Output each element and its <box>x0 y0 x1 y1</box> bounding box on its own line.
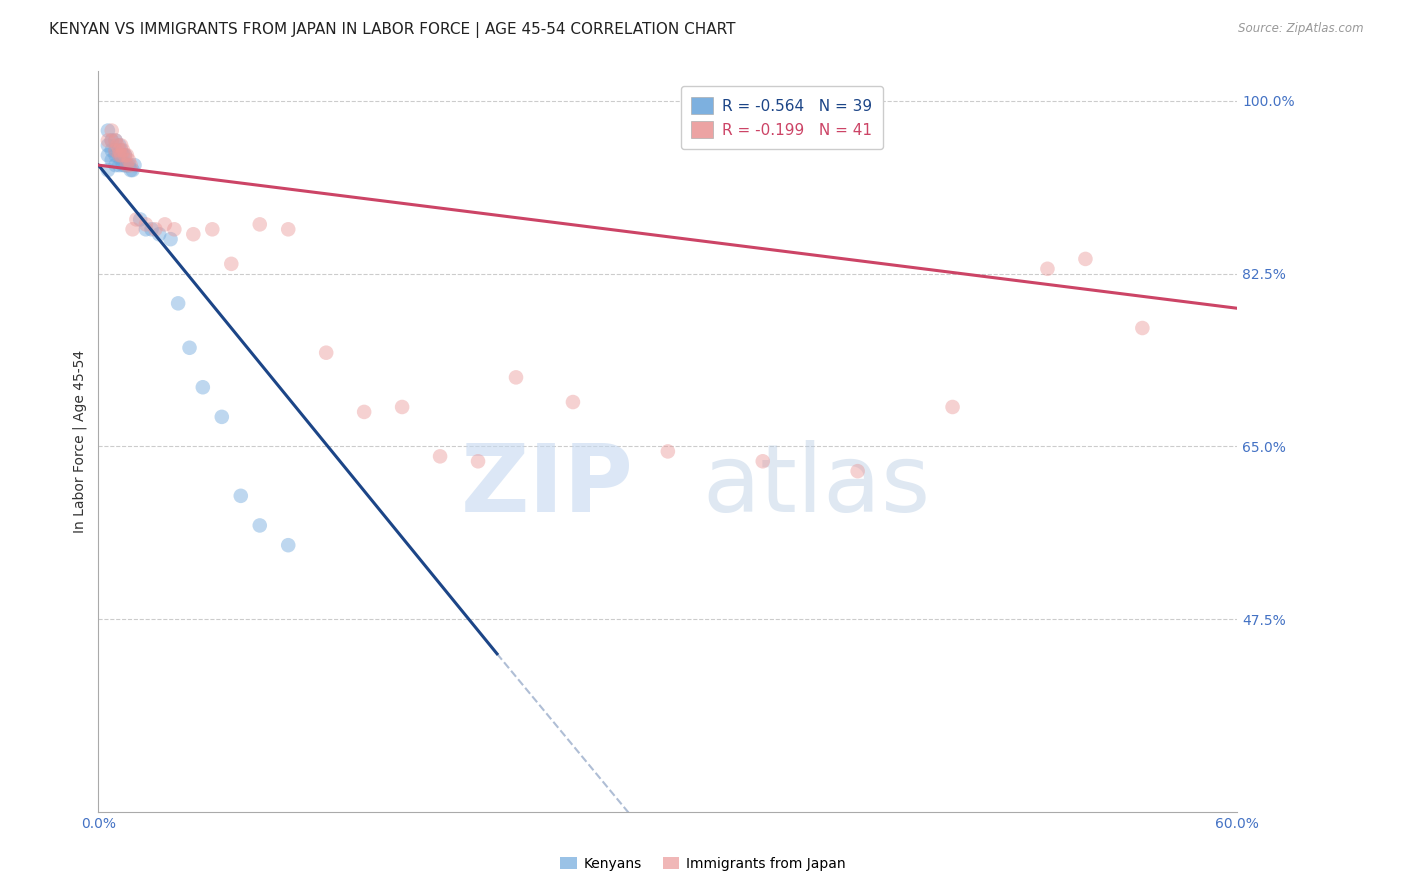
Point <box>148 227 170 242</box>
Point <box>100 123 122 137</box>
Text: Source: ZipAtlas.com: Source: ZipAtlas.com <box>1239 22 1364 36</box>
Point <box>121 163 143 178</box>
Point <box>121 222 143 236</box>
Point <box>104 144 127 158</box>
Text: KENYAN VS IMMIGRANTS FROM JAPAN IN LABOR FORCE | AGE 45-54 CORRELATION CHART: KENYAN VS IMMIGRANTS FROM JAPAN IN LABOR… <box>49 22 735 38</box>
Point <box>97 163 120 178</box>
Point <box>108 148 131 162</box>
Point <box>124 158 146 172</box>
Point <box>353 405 375 419</box>
Point <box>1074 252 1097 266</box>
Point <box>110 148 132 162</box>
Point <box>942 400 965 414</box>
Point <box>112 144 135 158</box>
Point <box>115 148 138 162</box>
Point <box>163 222 186 236</box>
Point <box>108 144 131 158</box>
Point <box>104 148 127 162</box>
Point <box>249 218 271 232</box>
Point <box>114 158 136 172</box>
Point <box>129 212 152 227</box>
Legend: Kenyans, Immigrants from Japan: Kenyans, Immigrants from Japan <box>554 851 852 876</box>
Point <box>104 133 127 147</box>
Point <box>191 380 214 394</box>
Point <box>100 133 122 147</box>
Point <box>108 148 131 162</box>
Point <box>108 138 131 153</box>
Point <box>135 222 157 236</box>
Point <box>112 148 135 162</box>
Point <box>118 158 141 172</box>
Point <box>183 227 205 242</box>
Point <box>229 489 252 503</box>
Point <box>135 218 157 232</box>
Point <box>97 138 120 153</box>
Point <box>115 158 138 172</box>
Point <box>391 400 413 414</box>
Point <box>201 222 224 236</box>
Point <box>467 454 489 468</box>
Point <box>249 518 271 533</box>
Point <box>108 158 131 172</box>
Point <box>315 345 337 359</box>
Point <box>107 138 129 153</box>
Point <box>112 158 135 172</box>
Point <box>277 538 299 552</box>
Point <box>145 222 167 236</box>
Point <box>114 148 136 162</box>
Text: atlas: atlas <box>702 440 931 532</box>
Point <box>114 148 136 162</box>
Point <box>100 133 122 147</box>
Point <box>167 296 190 310</box>
Point <box>97 123 120 137</box>
Y-axis label: In Labor Force | Age 45-54: In Labor Force | Age 45-54 <box>73 350 87 533</box>
Point <box>141 222 163 236</box>
Point <box>110 144 132 158</box>
Point <box>118 153 141 168</box>
Point <box>277 222 299 236</box>
Legend: R = -0.564   N = 39, R = -0.199   N = 41: R = -0.564 N = 39, R = -0.199 N = 41 <box>681 87 883 149</box>
Point <box>505 370 527 384</box>
Point <box>159 232 181 246</box>
Text: ZIP: ZIP <box>461 440 634 532</box>
Point <box>110 153 132 168</box>
Point <box>846 464 869 478</box>
Point <box>429 450 451 464</box>
Point <box>125 212 148 227</box>
Point <box>100 144 122 158</box>
Point <box>110 138 132 153</box>
Point <box>179 341 201 355</box>
Point <box>657 444 679 458</box>
Point <box>562 395 585 409</box>
Point <box>1132 321 1154 335</box>
Point <box>153 218 176 232</box>
Point <box>211 409 233 424</box>
Point <box>120 163 142 178</box>
Point <box>104 133 127 147</box>
Point <box>97 133 120 147</box>
Point <box>104 144 127 158</box>
Point <box>104 158 127 172</box>
Point <box>1036 261 1059 276</box>
Point <box>115 158 138 172</box>
Point <box>100 153 122 168</box>
Point <box>120 158 142 172</box>
Point <box>97 148 120 162</box>
Point <box>221 257 243 271</box>
Point <box>752 454 775 468</box>
